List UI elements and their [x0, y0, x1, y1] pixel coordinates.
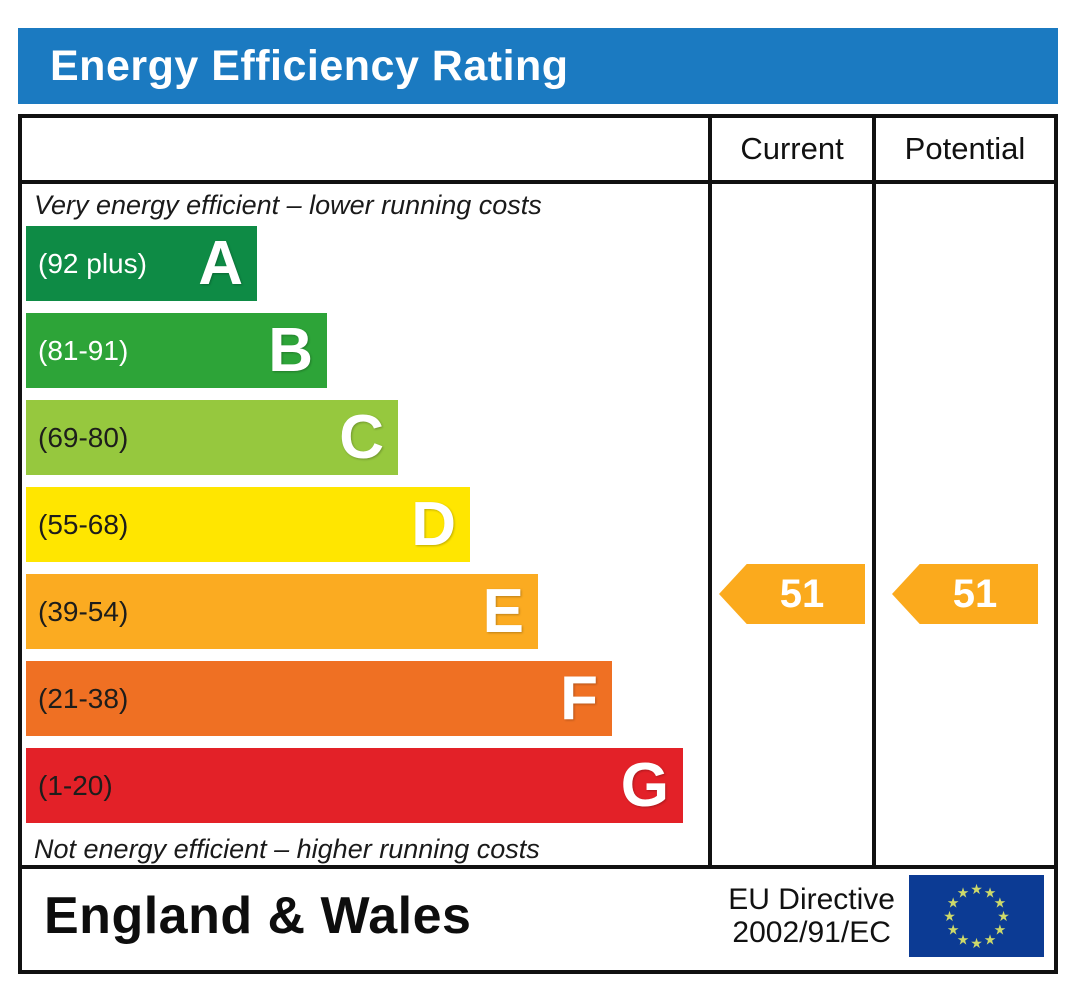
- svg-text:★: ★: [970, 881, 983, 897]
- svg-text:★: ★: [984, 884, 997, 900]
- band-letter: E: [482, 576, 524, 646]
- band-letter: D: [411, 489, 456, 559]
- eu-directive-line2: 2002/91/EC: [732, 915, 891, 949]
- current-rating-column: 51: [708, 184, 872, 865]
- page-title: Energy Efficiency Rating: [50, 41, 569, 90]
- svg-text:★: ★: [947, 921, 960, 937]
- band-ladder: Very energy efficient – lower running co…: [22, 184, 708, 865]
- top-note: Very energy efficient – lower running co…: [34, 190, 542, 220]
- svg-text:★: ★: [994, 894, 1007, 910]
- band-range-label: (92 plus): [38, 247, 147, 279]
- band-range-label: (69-80): [38, 421, 129, 453]
- potential-rating-value: 51: [952, 571, 998, 616]
- band-row-f: (21-38) F: [26, 661, 612, 736]
- band-letter: A: [198, 228, 243, 298]
- svg-text:★: ★: [943, 908, 956, 924]
- title-bar: Energy Efficiency Rating: [18, 28, 1058, 104]
- eu-flag-icon: ★ ★ ★ ★ ★ ★ ★ ★ ★ ★ ★ ★: [909, 874, 1044, 957]
- eu-flag-background: [909, 874, 1044, 957]
- potential-column-header: Potential: [872, 118, 1054, 180]
- band-row-e: (39-54) E: [26, 574, 538, 649]
- epc-table: Current Potential Very energy efficient …: [18, 114, 1058, 974]
- eu-directive-label: EU Directive 2002/91/EC: [728, 883, 895, 949]
- eu-directive-line1: EU Directive: [728, 882, 895, 916]
- band-range-label: (1-20): [38, 769, 113, 801]
- svg-text:★: ★: [947, 894, 960, 910]
- svg-text:★: ★: [984, 931, 997, 947]
- potential-rating-arrow: 51: [892, 564, 1038, 624]
- current-column-header: Current: [708, 118, 872, 180]
- band-range-label: (21-38): [38, 682, 129, 714]
- eu-flag-stars: ★ ★ ★ ★ ★ ★ ★ ★ ★ ★ ★ ★: [943, 881, 1010, 951]
- band-row-b: (81-91) B: [26, 313, 327, 388]
- band-letter: F: [560, 663, 598, 733]
- svg-text:★: ★: [957, 931, 970, 947]
- svg-text:★: ★: [970, 935, 983, 951]
- svg-text:★: ★: [994, 921, 1007, 937]
- band-range-label: (55-68): [38, 508, 129, 540]
- bottom-note: Not energy efficient – higher running co…: [34, 834, 540, 864]
- table-header-row: Current Potential: [22, 118, 1054, 184]
- table-body-row: Very energy efficient – lower running co…: [22, 184, 1054, 869]
- band-row-d: (55-68) D: [26, 487, 470, 562]
- current-rating-value: 51: [779, 571, 825, 616]
- band-row-a: (92 plus) A: [26, 226, 257, 301]
- svg-text:★: ★: [997, 908, 1010, 924]
- band-letter: C: [339, 402, 384, 472]
- potential-rating-column: 51: [872, 184, 1054, 865]
- band-letter: G: [620, 750, 669, 820]
- table-footer-row: England & Wales EU Directive 2002/91/EC …: [22, 869, 1054, 962]
- band-row-c: (69-80) C: [26, 400, 398, 475]
- band-letter: B: [268, 315, 313, 385]
- current-rating-arrow: 51: [719, 564, 865, 624]
- header-spacer-cell: [22, 118, 708, 180]
- band-row-g: (1-20) G: [26, 748, 683, 823]
- band-range-label: (39-54): [38, 595, 129, 627]
- region-label: England & Wales: [44, 886, 472, 945]
- svg-text:★: ★: [957, 884, 970, 900]
- band-range-label: (81-91): [38, 334, 129, 366]
